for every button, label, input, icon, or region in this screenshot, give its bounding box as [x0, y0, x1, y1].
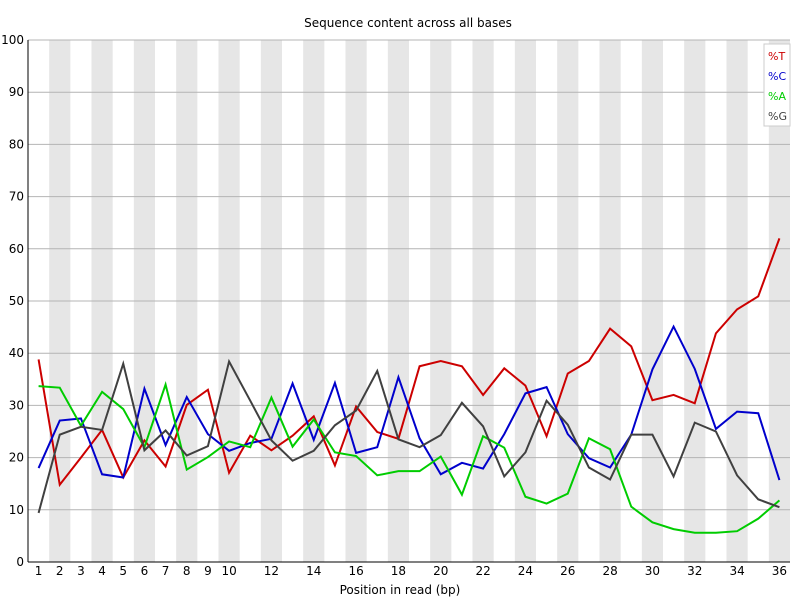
x-tick-label-32: 32: [687, 564, 702, 578]
y-tick-label-10: 10: [9, 503, 24, 517]
y-tick-label-0: 0: [16, 555, 24, 569]
y-tick-label-70: 70: [9, 190, 24, 204]
x-tick-label-34: 34: [729, 564, 744, 578]
series-lines: [37, 238, 781, 534]
legend-items: %T %C %A %G: [768, 50, 787, 123]
x-tick-label-9: 9: [204, 564, 212, 578]
series-line-pct-C: [37, 324, 781, 481]
x-tick-label-26: 26: [560, 564, 575, 578]
x-tick-label-10: 10: [221, 564, 236, 578]
x-tick-label-16: 16: [348, 564, 363, 578]
series-line-pct-T: [37, 238, 781, 488]
legend-item-pct-C: %C: [768, 70, 786, 83]
y-tick-label-90: 90: [9, 85, 24, 99]
y-tick-label-30: 30: [9, 398, 24, 412]
x-tick-label-24: 24: [518, 564, 533, 578]
legend-item-pct-A: %A: [768, 90, 786, 103]
x-tick-label-12: 12: [264, 564, 279, 578]
x-tick-label-36: 36: [772, 564, 787, 578]
y-tick-label-50: 50: [9, 294, 24, 308]
x-tick-labels: 1 2 3 4 5 6 7 8 9 10 12 14 16 18 20 22 24 26 28 30 32 34 36: [35, 564, 787, 578]
chart-title: Sequence content across all bases: [304, 16, 512, 30]
x-tick-label-20: 20: [433, 564, 448, 578]
y-tick-label-20: 20: [9, 451, 24, 465]
x-tick-label-6: 6: [141, 564, 149, 578]
series-line-pct-A: [38, 380, 781, 534]
legend-box: [763, 43, 791, 127]
x-tick-label-30: 30: [645, 564, 660, 578]
series-line-pct-G: [37, 358, 780, 514]
x-tick-label-28: 28: [602, 564, 617, 578]
legend: %T %C %A %G: [763, 43, 791, 127]
y-tick-label-100: 100: [1, 33, 24, 47]
x-tick-label-5: 5: [119, 564, 127, 578]
x-tick-label-1: 1: [35, 564, 43, 578]
x-tick-label-22: 22: [475, 564, 490, 578]
x-tick-label-4: 4: [98, 564, 106, 578]
x-tick-label-18: 18: [391, 564, 406, 578]
legend-item-pct-T: %T: [768, 50, 785, 63]
y-tick-label-60: 60: [9, 242, 24, 256]
x-axis-label: Position in read (bp): [340, 583, 461, 597]
x-tick-label-8: 8: [183, 564, 191, 578]
y-tick-label-80: 80: [9, 137, 24, 151]
y-tick-labels: 0 10 20 30 40 50 60 70 80 90 100: [1, 33, 24, 569]
legend-item-pct-G: %G: [768, 110, 787, 123]
axes: [27, 40, 790, 563]
y-tick-label-40: 40: [9, 346, 24, 360]
x-tick-label-2: 2: [56, 564, 64, 578]
x-tick-label-3: 3: [77, 564, 85, 578]
x-tick-label-7: 7: [162, 564, 170, 578]
x-tick-label-14: 14: [306, 564, 321, 578]
